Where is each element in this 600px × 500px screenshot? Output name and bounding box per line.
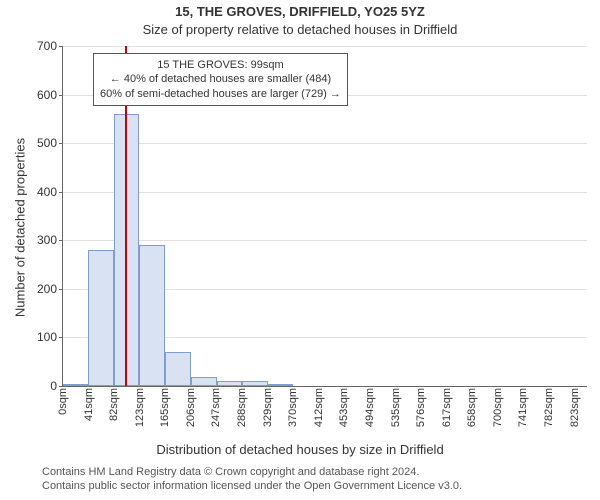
- x-tick-label: 576sqm: [415, 388, 427, 427]
- x-tick-label: 206sqm: [185, 388, 197, 427]
- histogram-bar: [268, 384, 293, 386]
- x-tick-label: 782sqm: [543, 388, 555, 427]
- annotation-line: 15 THE GROVES: 99sqm: [100, 58, 341, 72]
- x-tick-label: 535sqm: [390, 388, 402, 427]
- x-axis-label: Distribution of detached houses by size …: [0, 442, 600, 457]
- y-tick-label: 100: [37, 330, 63, 344]
- histogram-bar: [191, 377, 216, 386]
- chart-plot-area: 01002003004005006007000sqm41sqm82sqm123s…: [62, 46, 587, 387]
- y-tick-label: 500: [37, 136, 63, 150]
- gridline: [63, 192, 587, 193]
- histogram-bar: [217, 381, 242, 386]
- y-tick-label: 600: [37, 88, 63, 102]
- y-tick-label: 400: [37, 185, 63, 199]
- x-tick-label: 412sqm: [313, 388, 325, 427]
- x-tick-label: 494sqm: [364, 388, 376, 427]
- x-tick-label: 41sqm: [83, 388, 95, 421]
- annotation-line: 60% of semi-detached houses are larger (…: [100, 87, 341, 101]
- gridline: [63, 143, 587, 144]
- gridline: [63, 240, 587, 241]
- y-axis-label: Number of detached properties: [13, 68, 28, 388]
- x-tick-label: 617sqm: [441, 388, 453, 427]
- x-tick-label: 247sqm: [210, 388, 222, 427]
- histogram-bar: [242, 381, 267, 386]
- x-tick-label: 329sqm: [262, 388, 274, 427]
- x-tick-label: 123sqm: [134, 388, 146, 427]
- x-tick-label: 823sqm: [569, 388, 581, 427]
- x-tick-label: 82sqm: [108, 388, 120, 421]
- x-tick-label: 700sqm: [492, 388, 504, 427]
- footer-line: Contains public sector information licen…: [42, 480, 462, 494]
- footer-line: Contains HM Land Registry data © Crown c…: [42, 466, 462, 480]
- annotation-line: ← 40% of detached houses are smaller (48…: [100, 72, 341, 86]
- histogram-bar: [63, 384, 88, 386]
- x-tick-label: 165sqm: [159, 388, 171, 427]
- y-tick-label: 300: [37, 233, 63, 247]
- histogram-bar: [114, 114, 139, 386]
- x-tick-label: 288sqm: [236, 388, 248, 427]
- y-tick-label: 700: [37, 39, 63, 53]
- x-tick-label: 741sqm: [517, 388, 529, 427]
- page-subtitle: Size of property relative to detached ho…: [0, 22, 600, 37]
- x-tick-label: 370sqm: [287, 388, 299, 427]
- x-tick-label: 0sqm: [57, 388, 69, 415]
- x-tick-label: 658sqm: [466, 388, 478, 427]
- y-tick-label: 200: [37, 282, 63, 296]
- footer-attribution: Contains HM Land Registry data © Crown c…: [42, 466, 462, 494]
- x-tick-label: 453sqm: [338, 388, 350, 427]
- histogram-bar: [165, 352, 191, 386]
- gridline: [63, 46, 587, 47]
- histogram-bar: [88, 250, 113, 386]
- histogram-bar: [139, 245, 164, 386]
- annotation-box: 15 THE GROVES: 99sqm← 40% of detached ho…: [93, 53, 348, 106]
- page-title: 15, THE GROVES, DRIFFIELD, YO25 5YZ: [0, 4, 600, 19]
